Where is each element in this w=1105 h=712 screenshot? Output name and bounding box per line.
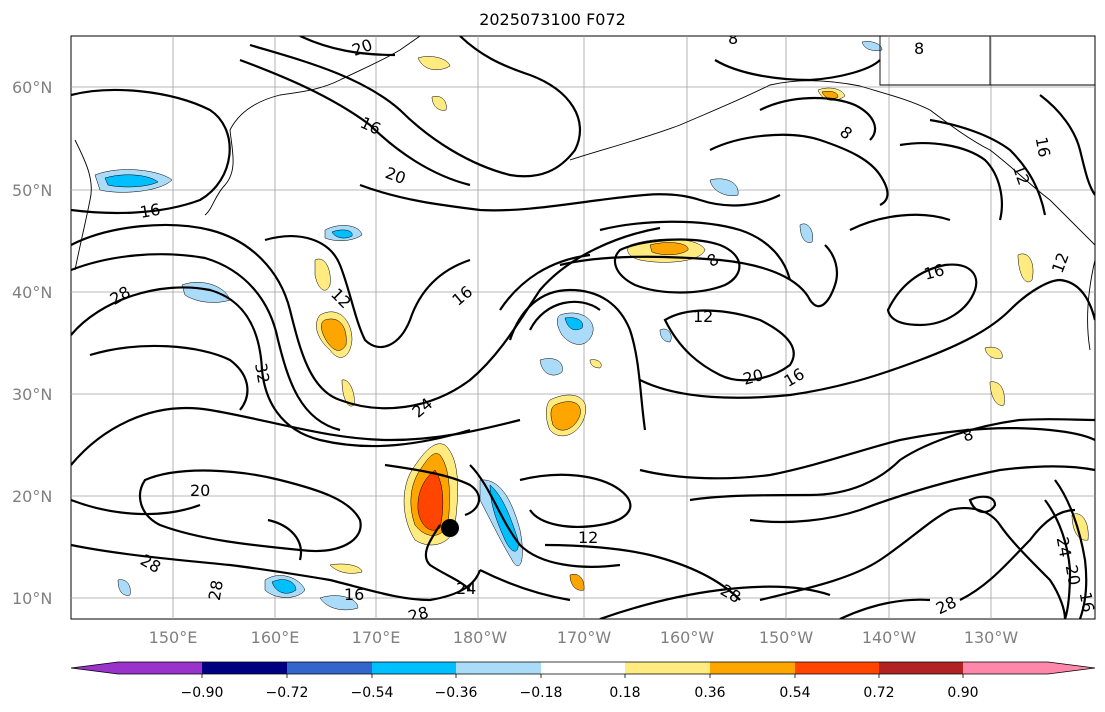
svg-text:140°W: 140°W (862, 628, 917, 647)
colorbar-segment (287, 662, 372, 674)
svg-text:24: 24 (1053, 535, 1075, 558)
svg-text:8: 8 (961, 425, 976, 446)
colorbar-segments (70, 661, 1096, 678)
colorbar-tick-label: −0.36 (435, 685, 478, 701)
svg-text:16: 16 (1032, 135, 1054, 158)
svg-text:12: 12 (578, 528, 598, 547)
svg-text:20: 20 (349, 35, 375, 60)
colorbar-segment (710, 662, 795, 674)
colorbar-tick-label: 0.72 (863, 685, 894, 701)
svg-text:12: 12 (693, 307, 713, 326)
svg-text:28: 28 (406, 603, 431, 627)
height-contours (71, 36, 1095, 619)
svg-text:170°E: 170°E (352, 628, 401, 647)
colorbar-segment (879, 662, 963, 674)
colorbar-segment (541, 662, 625, 674)
svg-text:8: 8 (728, 29, 738, 48)
colorbar-tick-label: −0.54 (351, 685, 394, 701)
colorbar-tick-label: 0.18 (609, 685, 640, 701)
svg-text:16: 16 (138, 200, 161, 222)
colorbar-tick-label: 0.54 (779, 685, 810, 701)
svg-text:32: 32 (251, 361, 273, 384)
svg-text:40°N: 40°N (12, 283, 52, 302)
svg-text:8: 8 (914, 39, 924, 58)
colorbar-outline (70, 661, 1096, 675)
svg-text:10°N: 10°N (12, 589, 52, 608)
colorbar-ticks: −0.90 −0.72 −0.54 −0.36 −0.18 0.18 0.36 … (181, 685, 979, 701)
svg-text:20: 20 (190, 481, 210, 500)
latitude-labels: 60°N 50°N 40°N 30°N 20°N 10°N (12, 78, 52, 608)
svg-text:50°N: 50°N (12, 181, 52, 200)
colorbar-tick-label: −0.72 (266, 685, 309, 701)
colorbar-segment (963, 662, 1095, 674)
svg-text:160°E: 160°E (251, 628, 300, 647)
svg-text:60°N: 60°N (12, 78, 52, 97)
svg-text:130°W: 130°W (964, 628, 1019, 647)
colorbar-segment (795, 662, 879, 674)
svg-text:170°W: 170°W (557, 628, 612, 647)
svg-text:160°W: 160°W (660, 628, 715, 647)
svg-text:20°N: 20°N (12, 487, 52, 506)
svg-text:20: 20 (741, 365, 766, 389)
svg-text:28: 28 (205, 579, 227, 602)
svg-text:180°W: 180°W (453, 628, 508, 647)
typhoon-center-marker (441, 519, 459, 537)
colorbar-tick-label: 0.90 (947, 685, 978, 701)
svg-text:150°W: 150°W (759, 628, 814, 647)
colorbar-tick-label: 0.36 (694, 685, 725, 701)
colorbar-tick-label: −0.90 (181, 685, 224, 701)
colorbar-segment (372, 662, 456, 674)
colorbar: −0.90 −0.72 −0.54 −0.36 −0.18 0.18 0.36 … (70, 661, 1096, 701)
colorbar-segment (71, 662, 202, 674)
svg-text:150°E: 150°E (149, 628, 198, 647)
map-title: 2025073100 F072 (479, 10, 626, 29)
colorbar-segment (625, 662, 710, 674)
colorbar-tick-label: −0.18 (520, 685, 563, 701)
svg-text:16: 16 (922, 260, 947, 284)
colorbar-segment (456, 662, 541, 674)
svg-text:24: 24 (456, 579, 476, 598)
colorbar-segment (202, 662, 287, 674)
svg-text:30°N: 30°N (12, 385, 52, 404)
longitude-labels: 150°E 160°E 170°E 180°W 170°W 160°W 150°… (149, 628, 1019, 647)
svg-text:16: 16 (344, 585, 364, 604)
svg-text:20: 20 (1062, 563, 1084, 586)
svg-text:16: 16 (1076, 590, 1098, 613)
